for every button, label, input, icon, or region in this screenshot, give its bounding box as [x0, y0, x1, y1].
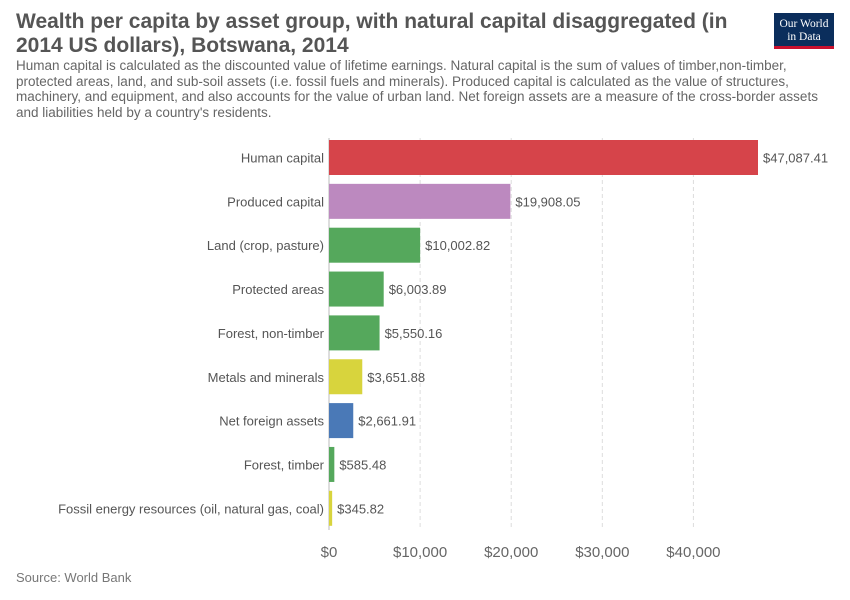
value-label: $3,651.88	[367, 370, 425, 385]
value-label: $345.82	[337, 501, 384, 516]
value-label: $6,003.89	[389, 282, 447, 297]
logo-line-2: in Data	[787, 31, 821, 43]
category-label: Human capital	[241, 151, 324, 166]
bar	[329, 140, 758, 175]
value-label: $10,002.82	[425, 238, 490, 253]
owid-logo[interactable]: Our World in Data	[774, 13, 834, 49]
bar	[329, 227, 421, 263]
logo-line-1: Our World	[779, 18, 829, 30]
category-label: Fossil energy resources (oil, natural ga…	[58, 501, 324, 516]
value-label: $19,908.05	[515, 194, 580, 209]
category-label: Produced capital	[227, 194, 324, 209]
bar	[329, 446, 335, 482]
chart-subtitle: Human capital is calculated as the disco…	[16, 58, 818, 120]
x-tick-label: $40,000	[666, 544, 720, 561]
bar	[329, 183, 511, 219]
x-tick-label: $0	[321, 544, 338, 561]
value-label: $47,087.41	[763, 151, 828, 166]
category-label: Forest, non-timber	[218, 326, 325, 341]
bar	[329, 490, 333, 526]
value-label: $5,550.16	[385, 326, 443, 341]
category-label: Net foreign assets	[219, 414, 324, 429]
category-label: Forest, timber	[244, 457, 325, 472]
category-label: Land (crop, pasture)	[207, 238, 324, 253]
x-tick-label: $10,000	[393, 544, 447, 561]
category-label: Protected areas	[232, 282, 324, 297]
bar	[329, 403, 354, 439]
category-label: Metals and minerals	[208, 370, 325, 385]
x-tick-label: $20,000	[484, 544, 538, 561]
bar	[329, 359, 363, 395]
x-tick-label: $30,000	[575, 544, 629, 561]
bar	[329, 271, 384, 307]
chart-title: Wealth per capita by asset group, with n…	[16, 10, 728, 57]
value-label: $585.48	[339, 457, 386, 472]
bar	[329, 315, 380, 351]
source-note[interactable]: Source: World Bank	[16, 570, 132, 585]
value-label: $2,661.91	[358, 414, 416, 429]
